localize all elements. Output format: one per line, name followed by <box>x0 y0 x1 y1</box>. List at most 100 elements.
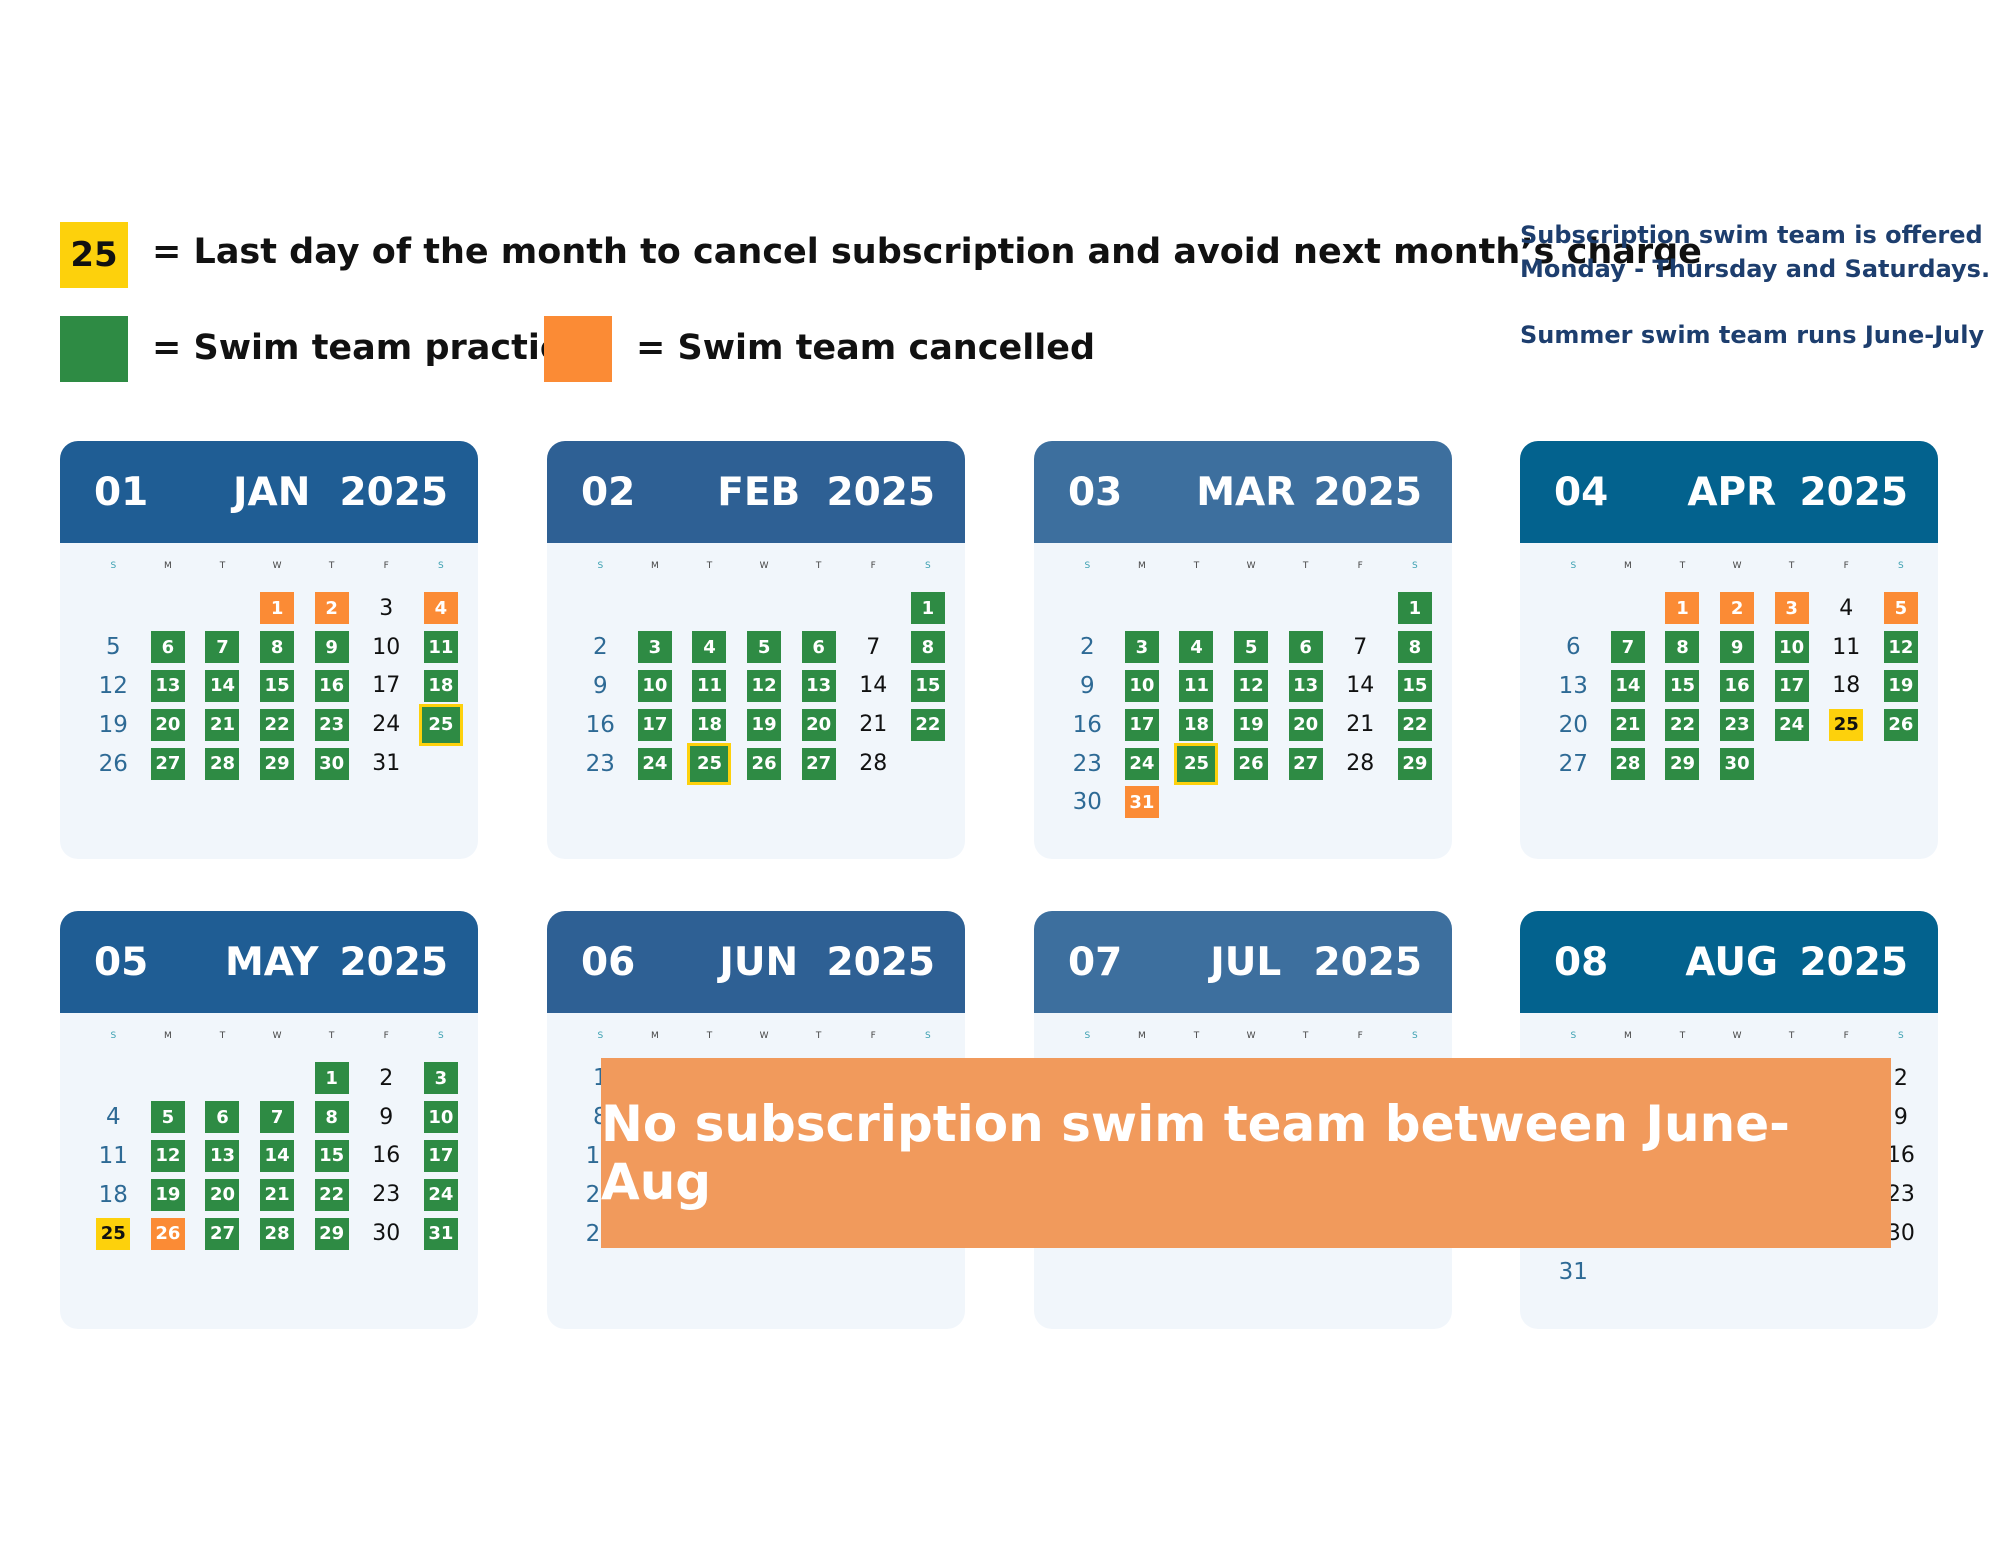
day-cell: 18 <box>86 1175 141 1214</box>
month-name: MAR <box>1196 469 1296 515</box>
empty-cell <box>141 1059 196 1098</box>
day-cell: 17 <box>1764 667 1819 706</box>
day-cell: 16 <box>573 705 628 744</box>
weekday-letter: S <box>1084 1031 1091 1041</box>
day-cell: 3 <box>414 1059 469 1098</box>
day-cell: 23 <box>1874 1175 1929 1214</box>
day-cell: 18 <box>1169 705 1224 744</box>
day-cell: 12 <box>1224 667 1279 706</box>
practice-day: 16 <box>314 669 349 702</box>
practice-day: 22 <box>260 708 295 741</box>
day-cell: 3 <box>628 628 683 667</box>
day-number: 7 <box>866 634 881 660</box>
practice-day: 10 <box>637 669 672 702</box>
summer-note: Summer swim team runs June-July <box>1520 321 1985 349</box>
practice-day: 30 <box>1720 747 1755 780</box>
weekday-letter: T <box>1193 561 1200 571</box>
day-cell: 17 <box>414 1137 469 1176</box>
practice-day: 3 <box>423 1062 458 1095</box>
day-cell: 7 <box>195 628 250 667</box>
practice-day: 14 <box>205 669 240 702</box>
cancelled-swatch <box>544 316 612 382</box>
practice-day: 13 <box>205 1139 240 1172</box>
weekday-letter: M <box>164 1031 172 1041</box>
day-cell: 22 <box>250 705 305 744</box>
day-number: 23 <box>585 750 615 777</box>
practice-day: 27 <box>1288 747 1323 780</box>
day-cell: 31 <box>1546 1253 1601 1292</box>
practice-day: 21 <box>205 708 240 741</box>
day-cell: 24 <box>414 1175 469 1214</box>
day-number: 20 <box>1558 711 1588 738</box>
day-cell: 3 <box>1115 628 1170 667</box>
day-cell: 10 <box>1764 628 1819 667</box>
day-number: 23 <box>1886 1182 1915 1208</box>
day-cell: 27 <box>1546 744 1601 783</box>
day-cell: 9 <box>1874 1098 1929 1137</box>
practice-day: 7 <box>260 1101 295 1134</box>
practice-day: 12 <box>1883 631 1918 664</box>
day-cell: 13 <box>195 1137 250 1176</box>
day-number: 4 <box>1839 595 1854 621</box>
day-cell: 18 <box>414 667 469 706</box>
day-cell: 22 <box>304 1175 359 1214</box>
day-cell: 24 <box>1764 705 1819 744</box>
weekday-letter: T <box>1679 1031 1686 1041</box>
day-cell: 5 <box>1874 589 1929 628</box>
weekday-letter: W <box>1246 1031 1256 1041</box>
weekday-letter: S <box>1412 561 1418 571</box>
day-cell: 11 <box>1819 628 1874 667</box>
day-cell: 10 <box>414 1098 469 1137</box>
cancelled-legend-text: = Swim team cancelled <box>636 328 1095 368</box>
day-cell: 4 <box>1819 589 1874 628</box>
day-cell: 28 <box>1333 744 1388 783</box>
weekday-letter: S <box>597 1031 604 1041</box>
practice-day: 9 <box>314 631 349 664</box>
day-cell: 24 <box>1115 744 1170 783</box>
practice-day: 21 <box>1610 708 1645 741</box>
month-header: 03 MAR 2025 <box>1034 441 1452 543</box>
month-header: 01 JAN 2025 <box>60 441 478 543</box>
weekday-letter: T <box>706 561 713 571</box>
weekday-letter: S <box>925 561 931 571</box>
practice-day: 4 <box>692 631 727 664</box>
day-number: 13 <box>1558 672 1588 699</box>
weekday-letter: S <box>925 1031 931 1041</box>
practice-day: 14 <box>1610 669 1645 702</box>
day-cell: 11 <box>414 628 469 667</box>
practice-day: 6 <box>205 1101 240 1134</box>
day-number: 12 <box>98 672 128 699</box>
practice-day: 27 <box>150 747 185 780</box>
day-cell: 3 <box>359 589 414 628</box>
practice-day: 11 <box>692 669 727 702</box>
day-number: 16 <box>1886 1143 1915 1169</box>
practice-day: 10 <box>1774 631 1809 664</box>
cancelled-day: 1 <box>260 592 295 625</box>
day-number: 6 <box>1565 634 1581 661</box>
day-cell: 7 <box>1601 628 1656 667</box>
practice-day: 15 <box>260 669 295 702</box>
weekday-letter: S <box>1084 561 1091 571</box>
day-cell: 30 <box>359 1214 414 1253</box>
cancelled-day: 2 <box>1720 592 1755 625</box>
day-cell: 30 <box>304 744 359 783</box>
day-cell: 21 <box>846 705 901 744</box>
day-cell: 21 <box>195 705 250 744</box>
month-header: 08 AUG 2025 <box>1520 911 1938 1013</box>
day-number: 11 <box>1832 634 1861 660</box>
empty-cell <box>86 1059 141 1098</box>
weekday-letter: T <box>219 1031 226 1041</box>
practice-day: 5 <box>1234 631 1269 664</box>
weekday-letter: W <box>272 1031 282 1041</box>
cancelled-day: 3 <box>1774 592 1809 625</box>
weekday-letter: T <box>706 1031 713 1041</box>
day-cell: 2 <box>1060 628 1115 667</box>
practice-swatch <box>60 316 128 382</box>
day-cell: 20 <box>791 705 846 744</box>
practice-day: 12 <box>150 1139 185 1172</box>
practice-day: 8 <box>1665 631 1700 664</box>
